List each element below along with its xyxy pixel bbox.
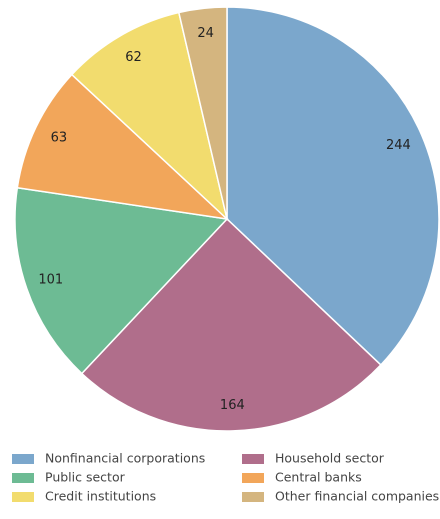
legend-label: Other financial companies (275, 489, 439, 504)
data-label: 244 (386, 138, 411, 153)
pie-slice (226, 6, 440, 366)
data-label: 164 (220, 398, 245, 413)
legend-label: Nonfinancial corporations (45, 451, 205, 466)
data-label: 101 (38, 273, 63, 288)
pie-slice (14, 186, 229, 375)
legend-swatch (12, 492, 34, 502)
data-label: 24 (197, 26, 214, 41)
data-label: 63 (51, 131, 68, 146)
pie-slice (16, 73, 230, 221)
legend-label: Household sector (275, 451, 385, 466)
legend-swatch (12, 454, 34, 464)
legend-label: Credit institutions (45, 489, 156, 504)
legend-swatch (242, 492, 264, 502)
pie-slice (70, 11, 229, 222)
legend-swatch (242, 454, 264, 464)
data-label: 62 (125, 50, 142, 65)
legend-label: Public sector (45, 470, 126, 485)
legend-swatch (242, 473, 264, 483)
legend-swatch (12, 473, 34, 483)
pie-slice (177, 6, 228, 220)
legend-label: Central banks (275, 470, 362, 485)
pie-slice (80, 217, 382, 432)
